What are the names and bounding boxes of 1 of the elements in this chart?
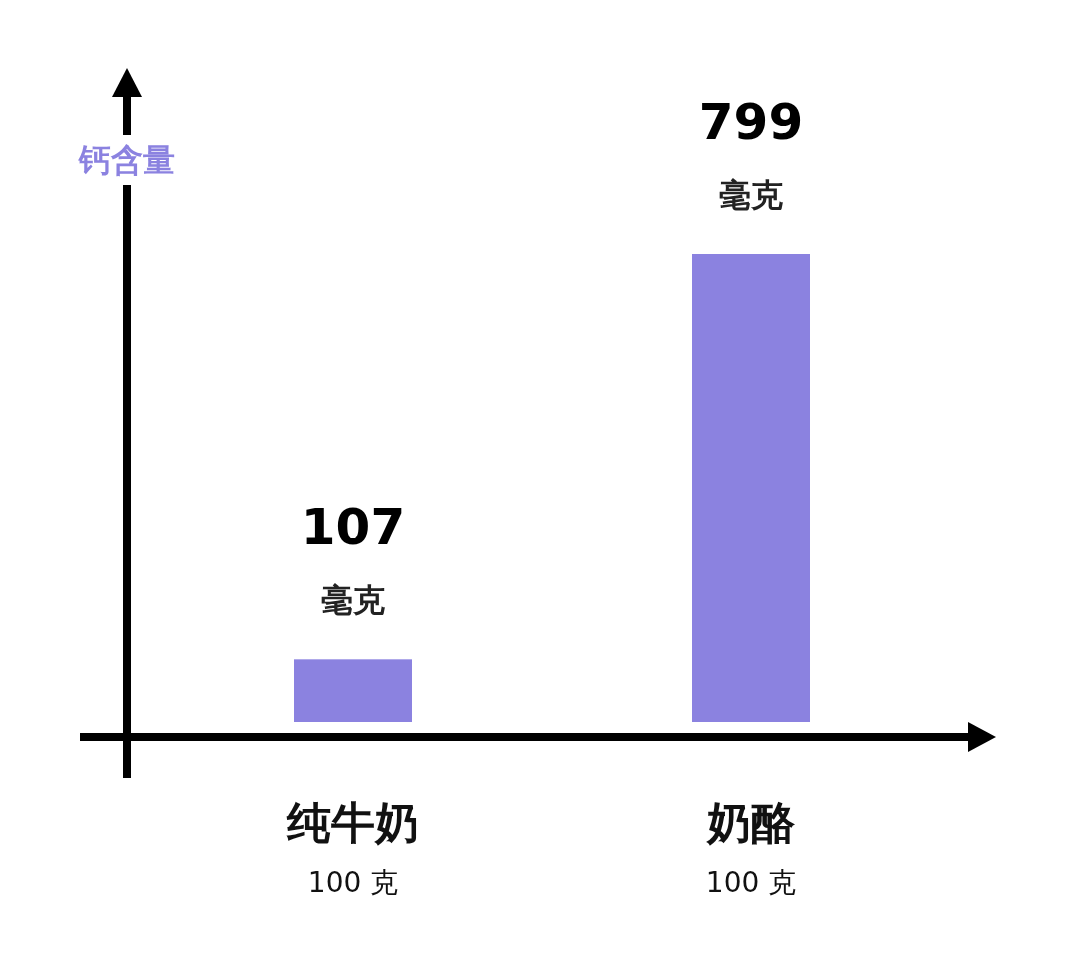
ylabel: 钙含量	[79, 141, 175, 179]
